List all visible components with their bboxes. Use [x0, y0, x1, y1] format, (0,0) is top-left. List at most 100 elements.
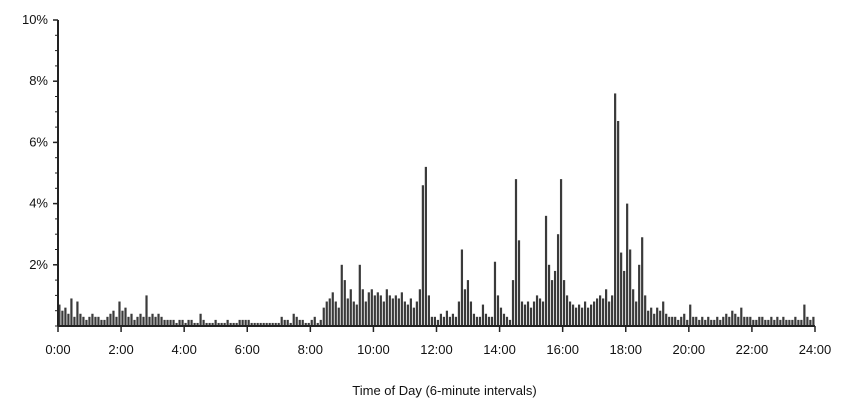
bar	[499, 307, 503, 326]
bar	[644, 295, 647, 326]
bar	[490, 316, 494, 326]
bar	[749, 316, 752, 326]
bar	[653, 313, 656, 326]
bar	[328, 298, 331, 326]
bar	[307, 322, 310, 326]
bar	[370, 289, 373, 326]
bar	[776, 316, 779, 326]
bar	[130, 313, 133, 326]
bar	[758, 316, 761, 326]
bar	[520, 301, 524, 326]
bar	[638, 264, 641, 326]
bar	[713, 319, 716, 326]
bar	[154, 316, 157, 326]
bar	[205, 322, 208, 326]
bar	[67, 313, 70, 326]
bar	[734, 313, 737, 326]
bar	[445, 310, 449, 326]
bar	[409, 298, 412, 326]
bar	[484, 313, 488, 326]
x-tick-label: 2:00	[108, 342, 133, 357]
bar	[559, 179, 563, 326]
bar	[331, 292, 334, 326]
bar	[535, 295, 539, 326]
bar	[755, 319, 758, 326]
bar	[424, 166, 427, 326]
bar	[767, 319, 770, 326]
bar	[202, 319, 205, 326]
bar	[794, 316, 797, 326]
bar	[283, 319, 286, 326]
bar	[448, 316, 452, 326]
bar	[574, 307, 578, 326]
bar	[611, 295, 614, 326]
bar	[665, 313, 668, 326]
bar	[148, 316, 151, 326]
bar	[463, 289, 467, 326]
bar-series	[58, 93, 815, 326]
bar	[286, 319, 289, 326]
bar	[689, 304, 692, 326]
bar	[493, 261, 497, 326]
bar	[439, 313, 442, 326]
bar	[773, 319, 776, 326]
bar	[746, 316, 749, 326]
bar	[271, 322, 274, 326]
bar	[596, 298, 599, 326]
bar	[620, 252, 623, 326]
bar	[701, 316, 704, 326]
bar	[466, 280, 470, 326]
bar	[367, 292, 370, 326]
bar	[481, 304, 485, 326]
bar	[487, 316, 491, 326]
bar	[385, 289, 388, 326]
bar	[85, 319, 88, 326]
bar	[508, 319, 512, 326]
bar	[532, 301, 536, 326]
bar	[334, 301, 337, 326]
bar	[133, 319, 136, 326]
bar	[806, 316, 809, 326]
bar	[106, 316, 109, 326]
bar	[238, 319, 241, 326]
bar	[728, 316, 731, 326]
x-tick-label: 22:00	[736, 342, 769, 357]
bar	[614, 93, 617, 326]
bar	[127, 316, 130, 326]
bar	[235, 322, 238, 326]
bar	[61, 310, 64, 326]
bar	[704, 319, 707, 326]
bar	[457, 301, 461, 326]
bar	[797, 319, 800, 326]
bar	[577, 304, 581, 326]
bar	[430, 316, 433, 326]
bar	[139, 313, 142, 326]
bar	[376, 292, 379, 326]
bar	[136, 316, 139, 326]
bar	[82, 316, 85, 326]
bar	[800, 319, 803, 326]
bar	[541, 301, 545, 326]
bar	[256, 322, 259, 326]
bar	[388, 295, 391, 326]
bar	[184, 322, 187, 326]
bar	[166, 319, 169, 326]
bar	[752, 319, 755, 326]
bar	[656, 307, 659, 326]
y-tick-label: 6%	[29, 134, 48, 149]
bar	[478, 316, 482, 326]
bar	[193, 322, 196, 326]
bar	[112, 310, 115, 326]
bar	[70, 298, 73, 326]
bar	[671, 316, 674, 326]
bar	[97, 316, 100, 326]
bar	[259, 322, 262, 326]
bar	[295, 316, 298, 326]
bar	[605, 289, 608, 326]
bar	[325, 301, 328, 326]
bar	[100, 319, 103, 326]
bar	[349, 289, 352, 326]
bar	[517, 240, 521, 326]
bar	[244, 319, 247, 326]
